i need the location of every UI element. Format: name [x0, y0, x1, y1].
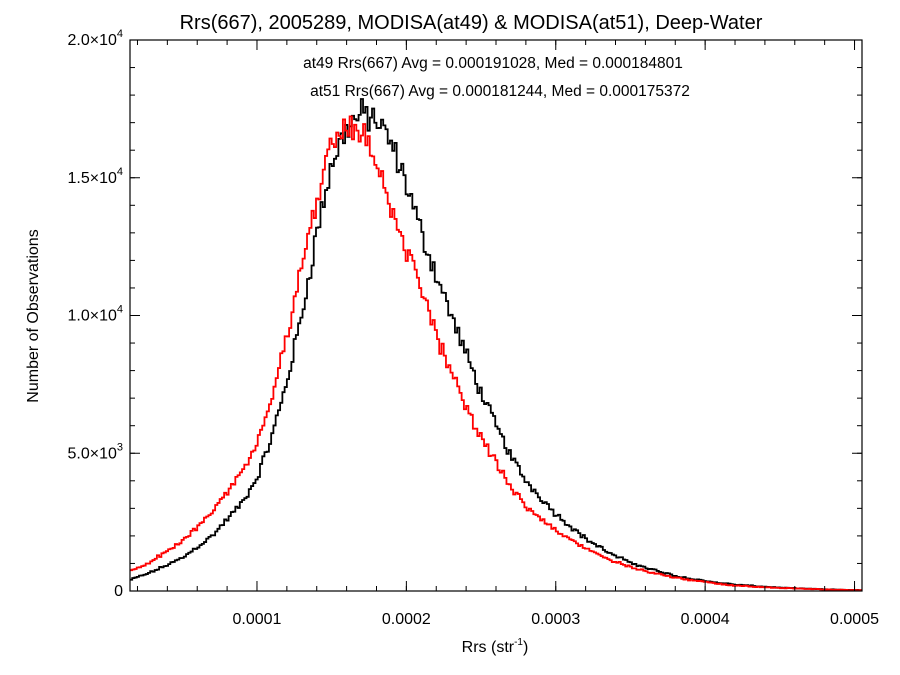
series-line-at51 [130, 115, 862, 592]
y-tick-label: 1.5×104 [67, 166, 123, 187]
x-tick-labels: 0.0001 0.0002 0.0003 0.0004 0.0005 [233, 611, 880, 628]
x-tick-label: 0.0001 [233, 611, 282, 628]
x-axis-label-close: ) [523, 639, 528, 656]
y-tick-label: 1.0×104 [67, 304, 123, 325]
y-tick-label: 0 [114, 583, 123, 600]
chart-title: Rrs(667), 2005289, MODISA(at49) & MODISA… [180, 12, 763, 34]
x-tick-label: 0.0002 [382, 611, 431, 628]
y-axis-label: Number of Observations [25, 229, 42, 402]
x-tick-label: 0.0003 [531, 611, 580, 628]
x-tick-label: 0.0005 [830, 611, 879, 628]
x-axis-label: Rrs (str-1) [462, 637, 529, 656]
x-axis-label-superscript: -1 [514, 637, 523, 648]
annotation-at51-stats: at51 Rrs(667) Avg = 0.000181244, Med = 0… [310, 83, 690, 100]
axis-ticks [130, 39, 862, 592]
series-line-at49 [130, 98, 862, 592]
y-tick-label: 5.0×103 [67, 441, 123, 462]
series-layer [130, 98, 862, 592]
annotation-at49-stats: at49 Rrs(667) Avg = 0.000191028, Med = 0… [303, 55, 683, 72]
y-tick-label: 2.0×104 [67, 28, 123, 49]
y-tick-labels: 0 5.0×103 1.0×104 1.5×104 2.0×104 [67, 28, 123, 600]
x-tick-label: 0.0004 [681, 611, 730, 628]
